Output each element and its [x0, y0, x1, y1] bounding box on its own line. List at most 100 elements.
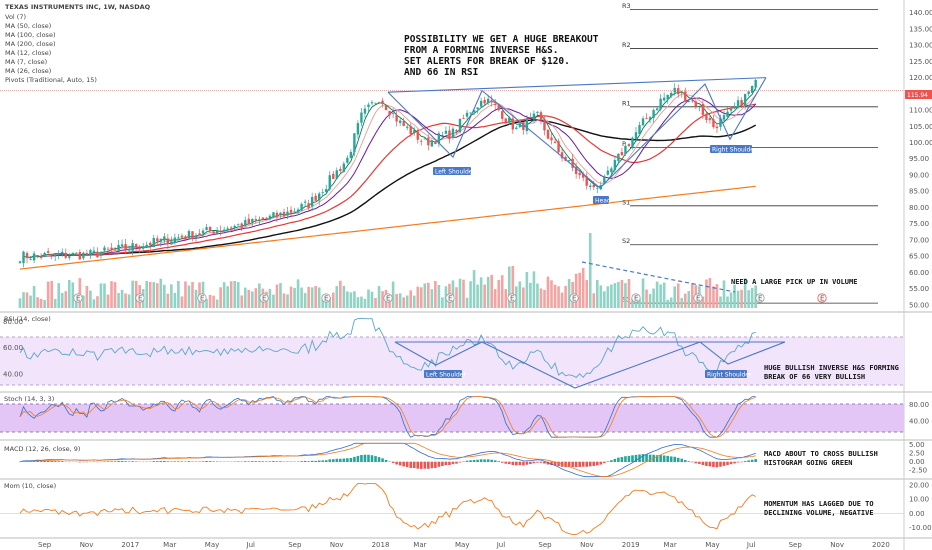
candle-body — [546, 129, 550, 139]
volume-bar — [585, 280, 589, 308]
macd-histogram-bar — [683, 460, 687, 462]
volume-bar — [50, 280, 53, 308]
price-tick-label: 130.00 — [909, 42, 932, 50]
candle-body — [353, 133, 356, 153]
macd-histogram-bar — [342, 458, 346, 462]
volume-bar — [705, 279, 708, 308]
volume-bar — [479, 277, 483, 308]
macd-histogram-bar — [669, 456, 673, 462]
volume-bar — [736, 290, 740, 308]
macd-histogram-bar — [747, 460, 750, 462]
macd-histogram-bar — [733, 461, 736, 464]
candle-body — [240, 223, 243, 228]
earnings-marker — [383, 293, 393, 303]
candle-body — [230, 227, 233, 229]
volume-bar — [43, 299, 46, 308]
candle-body — [543, 119, 546, 131]
macd-histogram-bar — [367, 454, 370, 462]
volume-bar — [360, 296, 363, 308]
volume-bar — [391, 281, 395, 308]
macd-histogram-bar — [254, 461, 258, 462]
legend-line: MA (12, close) — [5, 49, 51, 57]
pane-tick-label: 0.00 — [909, 510, 925, 518]
candle-body — [342, 163, 346, 172]
macd-histogram-bar — [486, 459, 490, 462]
volume-bar — [662, 282, 666, 308]
candle-body — [180, 235, 184, 238]
candle-body — [662, 97, 666, 101]
volume-bar — [57, 283, 61, 308]
macd-histogram-bar — [754, 459, 757, 462]
macd-histogram-bar — [740, 461, 743, 463]
candle-body — [117, 244, 120, 251]
time-tick-label: Jul — [246, 541, 256, 549]
macd-histogram-bar — [310, 460, 314, 462]
macd-histogram-bar — [680, 458, 684, 462]
candle-body — [99, 252, 103, 256]
candle-body — [293, 211, 296, 213]
candle-body — [124, 243, 127, 250]
volume-bar — [747, 290, 750, 308]
last-price: 115.94 — [907, 92, 928, 99]
candle-body — [18, 261, 22, 263]
macd-signal-line — [19, 442, 756, 478]
candle-body — [233, 225, 236, 228]
volume-bar — [409, 290, 413, 308]
momentum-pane — [0, 482, 904, 536]
volume-bar — [486, 276, 490, 308]
time-tick-label: Mar — [664, 541, 677, 549]
candle-body — [194, 235, 198, 238]
time-tick-label: Sep — [789, 541, 803, 549]
price-tick-label: 135.00 — [909, 25, 932, 33]
candle-body — [247, 218, 250, 225]
time-tick-label: Jul — [496, 541, 506, 549]
macd-histogram-bar — [441, 461, 444, 467]
macd-histogram-bar — [543, 461, 546, 464]
candle-body — [592, 184, 595, 188]
macd-histogram-bar — [85, 461, 89, 463]
legend: TEXAS INSTRUMENTS INC, 1W, NASDAQ Vol (7… — [5, 3, 151, 84]
volume-bar — [627, 279, 631, 308]
volume-bar — [567, 278, 571, 308]
rsi-line — [19, 318, 756, 378]
volume-bar — [25, 292, 29, 308]
candle-body — [384, 105, 388, 111]
macd-histogram-bar — [522, 461, 525, 466]
macd-histogram-bar — [585, 461, 589, 467]
candle-body — [349, 151, 353, 159]
volume-bar — [177, 280, 180, 308]
volume-bar — [620, 279, 624, 308]
volume-bar — [166, 293, 170, 308]
macd-histogram-bar — [729, 461, 733, 465]
price-tick-label: 110.00 — [909, 107, 932, 115]
volume-bar — [254, 288, 258, 308]
volume-bar — [289, 286, 293, 308]
time-tick-label: May — [205, 541, 219, 549]
macd-histogram-bar — [377, 457, 381, 462]
macd-histogram-bar — [444, 461, 448, 466]
macd-histogram-bar — [507, 461, 511, 465]
volume-bar — [691, 283, 694, 308]
volume-bar — [134, 280, 138, 308]
volume-bar — [275, 284, 279, 308]
candle-body — [729, 109, 733, 111]
candle-body — [261, 217, 265, 220]
macd-histogram-bar — [708, 461, 712, 467]
candle-body — [458, 118, 462, 133]
candle-body — [722, 115, 726, 120]
volume-bar — [405, 295, 409, 308]
volume-bar — [113, 282, 117, 308]
volume-bar — [680, 298, 684, 308]
macd-histogram-bar — [613, 458, 617, 462]
pane-tick-label: 40.00 — [3, 371, 23, 379]
macd-histogram-bar — [719, 461, 722, 467]
last-price-tag: 115.94 — [905, 90, 932, 99]
macd-histogram-bar — [236, 461, 240, 462]
earnings-marker-label: E — [758, 295, 762, 303]
candle-body — [659, 98, 662, 110]
macd-histogram-bar — [409, 461, 413, 468]
candle-body — [712, 119, 715, 128]
inverse-head-shoulders-pattern — [387, 77, 767, 189]
volume-note: NEED A LARGE PICK UP IN VOLUME — [731, 278, 857, 286]
rsi-title: RSI (14, close) — [4, 315, 51, 323]
